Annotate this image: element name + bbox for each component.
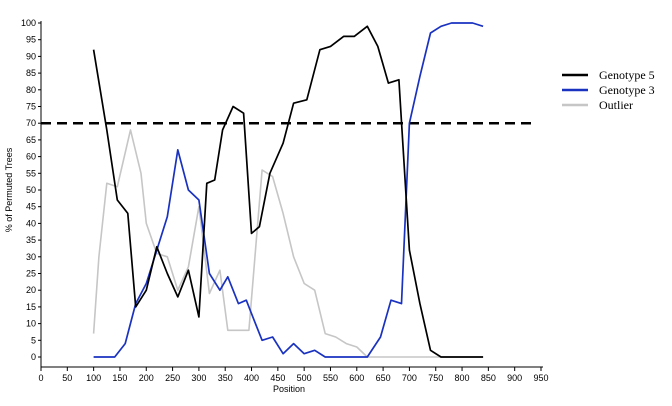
y-tick-label: 15 bbox=[26, 302, 36, 312]
y-tick-label: 30 bbox=[26, 252, 36, 262]
y-tick-label: 20 bbox=[26, 285, 36, 295]
x-tick-label: 250 bbox=[165, 373, 180, 383]
y-tick-label: 45 bbox=[26, 202, 36, 212]
x-tick-label: 900 bbox=[507, 373, 522, 383]
x-tick-label: 800 bbox=[455, 373, 470, 383]
x-tick-label: 300 bbox=[191, 373, 206, 383]
plot-area: 0 5 10 15 20 25 30 35 40 45 50 55 60 65 70 75 80 85 90 95 10… bbox=[21, 18, 549, 383]
x-tick-label: 150 bbox=[112, 373, 127, 383]
x-tick-label: 50 bbox=[62, 373, 72, 383]
y-tick-label: 40 bbox=[26, 218, 36, 228]
y-tick-label: 35 bbox=[26, 235, 36, 245]
y-tick-label: 70 bbox=[26, 118, 36, 128]
x-tick-label: 650 bbox=[376, 373, 391, 383]
x-tick-label: 0 bbox=[38, 373, 43, 383]
x-tick-label: 400 bbox=[244, 373, 259, 383]
x-tick-label: 350 bbox=[218, 373, 233, 383]
x-tick-label: 500 bbox=[297, 373, 312, 383]
y-tick-label: 85 bbox=[26, 68, 36, 78]
x-tick-label: 750 bbox=[428, 373, 443, 383]
series-line-outlier bbox=[92, 129, 484, 358]
y-tick-label: 90 bbox=[26, 51, 36, 61]
x-tick-label: 600 bbox=[349, 373, 364, 383]
y-tick-label: 25 bbox=[26, 269, 36, 279]
y-tick-label: 100 bbox=[21, 18, 36, 28]
x-tick-label: 200 bbox=[139, 373, 154, 383]
y-tick-label: 65 bbox=[26, 135, 36, 145]
y-tick-label: 55 bbox=[26, 168, 36, 178]
y-axis-label: % of Permuted Trees bbox=[4, 147, 14, 232]
y-tick-label: 10 bbox=[26, 319, 36, 329]
x-axis-label: Position bbox=[273, 384, 305, 394]
x-tick-label: 850 bbox=[481, 373, 496, 383]
legend-label-genotype-5: Genotype 5 bbox=[599, 68, 655, 82]
y-tick-label: 75 bbox=[26, 102, 36, 112]
y-tick-label: 95 bbox=[26, 35, 36, 45]
x-tick-label: 700 bbox=[402, 373, 417, 383]
x-tick-label: 100 bbox=[86, 373, 101, 383]
x-tick-label: 450 bbox=[270, 373, 285, 383]
y-tick-label: 60 bbox=[26, 152, 36, 162]
legend-label-genotype-3: Genotype 3 bbox=[599, 83, 655, 97]
series-line-genotype-5 bbox=[92, 25, 484, 358]
y-tick-label: 0 bbox=[31, 352, 36, 362]
y-tick-label: 50 bbox=[26, 185, 36, 195]
legend-label-outlier: Outlier bbox=[599, 98, 633, 112]
y-tick-label: 80 bbox=[26, 85, 36, 95]
x-tick-label: 550 bbox=[323, 373, 338, 383]
x-tick-label: 950 bbox=[533, 373, 548, 383]
y-tick-label: 5 bbox=[31, 335, 36, 345]
series-line-genotype-3 bbox=[93, 22, 484, 358]
